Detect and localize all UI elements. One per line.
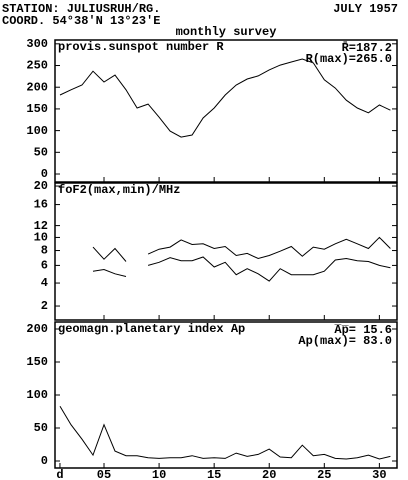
- y-tick-label: 4: [41, 276, 48, 290]
- panel-title: foF2(max,min)/MHz: [58, 183, 180, 197]
- y-tick-label: 200: [26, 322, 48, 336]
- y-tick-label: 250: [26, 59, 48, 73]
- y-tick-label: 150: [26, 355, 48, 369]
- y-tick-label: 100: [26, 388, 48, 402]
- x-tick-label: 15: [207, 468, 221, 480]
- x-tick-label: 10: [152, 468, 166, 480]
- y-tick-label: 20: [34, 179, 48, 193]
- panel-frame: [54, 39, 398, 183]
- x-tick-label: 25: [317, 468, 331, 480]
- y-tick-label: 0: [41, 454, 48, 468]
- panel-frame: [54, 182, 398, 321]
- y-tick-label: 6: [41, 259, 48, 273]
- y-tick-label: 12: [34, 219, 48, 233]
- y-tick-label: 8: [41, 244, 48, 258]
- data-line: [59, 405, 391, 460]
- data-line: [92, 236, 391, 262]
- y-tick-label: 16: [34, 198, 48, 212]
- coord: COORD. 54°38'N 13°23'E: [2, 14, 160, 28]
- y-tick-label: 100: [26, 124, 48, 138]
- x-tick-label: d: [56, 468, 63, 480]
- annotation: A̅p̅= 15.6: [334, 323, 392, 337]
- y-tick-label: 200: [26, 80, 48, 94]
- y-tick-label: 10: [34, 231, 48, 245]
- y-tick-label: 2: [41, 299, 48, 313]
- annotation: R(max)=265.0: [306, 52, 392, 66]
- x-tick-label: 30: [372, 468, 386, 480]
- panel-title: provis.sunspot number R: [58, 40, 224, 54]
- station: STATION: JULIUSRUH/RG.: [2, 2, 160, 16]
- data-line: [59, 58, 391, 138]
- y-tick-label: 0: [41, 167, 48, 181]
- data-line: [92, 256, 391, 282]
- annotation: R̄=187.2: [342, 41, 392, 55]
- annotation: Ap(max)= 83.0: [298, 334, 392, 348]
- x-tick-label: 05: [97, 468, 111, 480]
- y-tick-label: 300: [26, 37, 48, 51]
- date: JULY 1957: [333, 2, 398, 16]
- panel-title: geomagn.planetary index Ap: [58, 322, 245, 336]
- subtitle: monthly survey: [176, 25, 277, 39]
- x-tick-label: 20: [262, 468, 276, 480]
- y-tick-label: 50: [34, 145, 48, 159]
- y-tick-label: 150: [26, 102, 48, 116]
- y-tick-label: 50: [34, 421, 48, 435]
